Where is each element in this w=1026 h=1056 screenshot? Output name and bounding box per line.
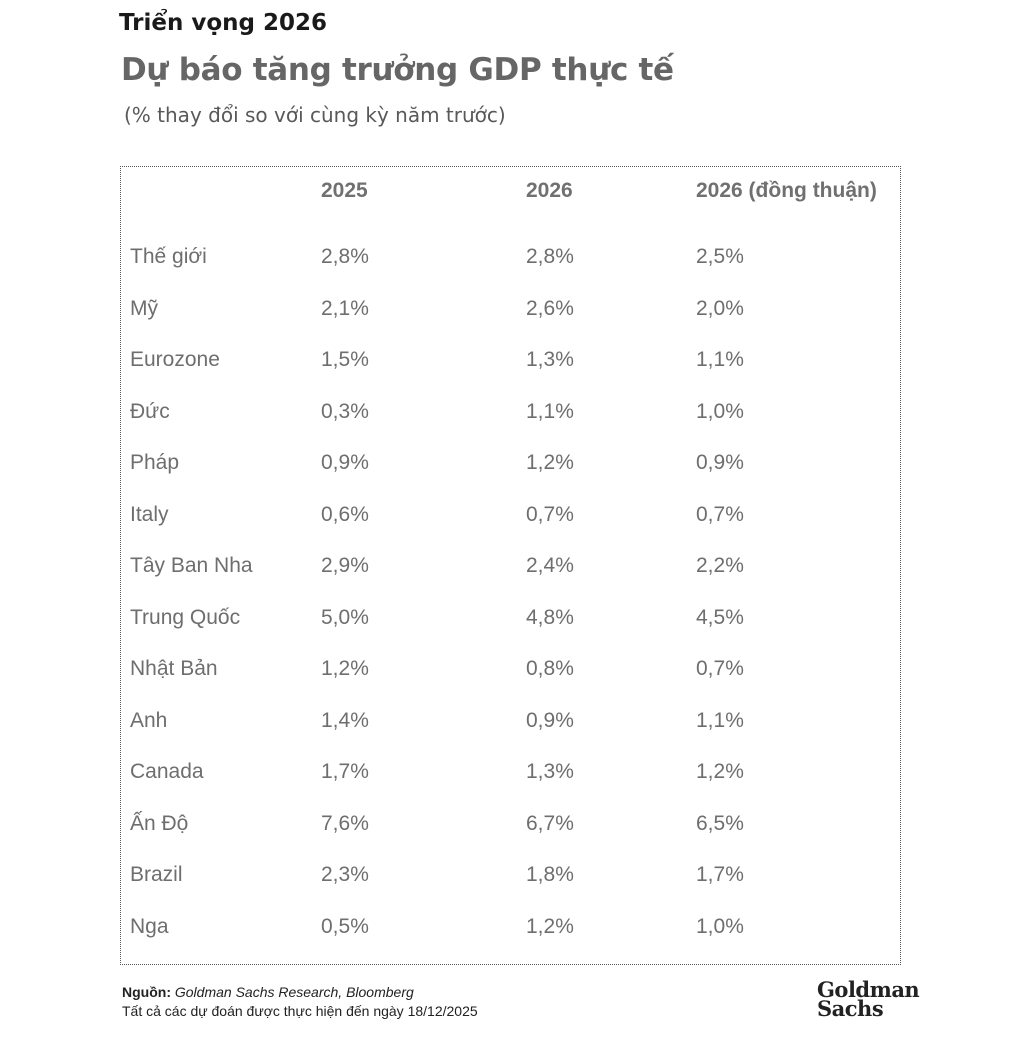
country-cell: Tây Ban Nha: [130, 554, 253, 577]
country-cell: Pháp: [130, 451, 180, 474]
value-2025-cell: 1,7%: [321, 760, 369, 783]
column-header-2026-consensus: 2026 (đồng thuận): [696, 179, 877, 202]
value-2026-cell: 0,8%: [526, 657, 574, 680]
value-2026-cell: 1,8%: [526, 863, 574, 886]
consensus-2026-cell: 1,0%: [696, 915, 744, 938]
table-row: Đức 0,3% 1,1% 1,0%: [0, 400, 1026, 440]
country-cell: Brazil: [130, 863, 183, 886]
value-2026-cell: 2,8%: [526, 245, 574, 268]
value-2025-cell: 2,3%: [321, 863, 369, 886]
value-2025-cell: 1,5%: [321, 348, 369, 371]
table-row: Italy 0,6% 0,7% 0,7%: [0, 503, 1026, 543]
consensus-2026-cell: 1,1%: [696, 709, 744, 732]
table-row: Pháp 0,9% 1,2% 0,9%: [0, 451, 1026, 491]
column-header-2026: 2026: [526, 179, 573, 202]
consensus-2026-cell: 2,2%: [696, 554, 744, 577]
value-2026-cell: 1,1%: [526, 400, 574, 423]
value-2025-cell: 0,3%: [321, 400, 369, 423]
country-cell: Eurozone: [130, 348, 220, 371]
kicker-title: Triển vọng 2026: [119, 10, 328, 36]
table-frame: [120, 166, 901, 965]
value-2025-cell: 0,9%: [321, 451, 369, 474]
country-cell: Mỹ: [130, 297, 158, 320]
consensus-2026-cell: 1,1%: [696, 348, 744, 371]
consensus-2026-cell: 0,7%: [696, 503, 744, 526]
value-2026-cell: 2,6%: [526, 297, 574, 320]
column-header-2025: 2025: [321, 179, 368, 202]
value-2025-cell: 2,8%: [321, 245, 369, 268]
value-2025-cell: 7,6%: [321, 812, 369, 835]
table-row: Ấn Độ 7,6% 6,7% 6,5%: [0, 812, 1026, 852]
source-text: Goldman Sachs Research, Bloomberg: [174, 984, 414, 1000]
table-row: Eurozone 1,5% 1,3% 1,1%: [0, 348, 1026, 388]
consensus-2026-cell: 1,2%: [696, 760, 744, 783]
value-2026-cell: 0,9%: [526, 709, 574, 732]
consensus-2026-cell: 2,0%: [696, 297, 744, 320]
consensus-2026-cell: 1,0%: [696, 400, 744, 423]
value-2025-cell: 1,4%: [321, 709, 369, 732]
logo-line-1: Goldman: [817, 977, 920, 1002]
value-2026-cell: 6,7%: [526, 812, 574, 835]
value-2025-cell: 0,6%: [321, 503, 369, 526]
consensus-2026-cell: 4,5%: [696, 606, 744, 629]
source-label: Nguồn:: [122, 984, 171, 1000]
country-cell: Đức: [130, 400, 170, 423]
page-subtitle: (% thay đổi so với cùng kỳ năm trước): [124, 103, 506, 127]
country-cell: Canada: [130, 760, 204, 783]
table-row: Trung Quốc 5,0% 4,8% 4,5%: [0, 606, 1026, 646]
consensus-2026-cell: 0,7%: [696, 657, 744, 680]
table-row: Brazil 2,3% 1,8% 1,7%: [0, 863, 1026, 903]
value-2026-cell: 1,2%: [526, 915, 574, 938]
value-2026-cell: 0,7%: [526, 503, 574, 526]
value-2025-cell: 5,0%: [321, 606, 369, 629]
table-row: Nga 0,5% 1,2% 1,0%: [0, 915, 1026, 955]
country-cell: Italy: [130, 503, 169, 526]
forecast-date-note: Tất cả các dự đoán được thực hiện đến ng…: [122, 1003, 478, 1019]
goldman-sachs-logo: Goldman Sachs: [817, 977, 920, 1021]
value-2025-cell: 0,5%: [321, 915, 369, 938]
table-row: Tây Ban Nha 2,9% 2,4% 2,2%: [0, 554, 1026, 594]
table-row: Thế giới 2,8% 2,8% 2,5%: [0, 245, 1026, 285]
table-row: Canada 1,7% 1,3% 1,2%: [0, 760, 1026, 800]
value-2026-cell: 4,8%: [526, 606, 574, 629]
source-line: Nguồn: Goldman Sachs Research, Bloomberg: [122, 984, 414, 1000]
value-2025-cell: 2,9%: [321, 554, 369, 577]
value-2026-cell: 1,3%: [526, 348, 574, 371]
country-cell: Anh: [130, 709, 168, 732]
value-2026-cell: 2,4%: [526, 554, 574, 577]
consensus-2026-cell: 2,5%: [696, 245, 744, 268]
consensus-2026-cell: 6,5%: [696, 812, 744, 835]
value-2026-cell: 1,2%: [526, 451, 574, 474]
table-row: Nhật Bản 1,2% 0,8% 0,7%: [0, 657, 1026, 697]
country-cell: Nga: [130, 915, 169, 938]
table-row: Mỹ 2,1% 2,6% 2,0%: [0, 297, 1026, 337]
value-2025-cell: 2,1%: [321, 297, 369, 320]
country-cell: Nhật Bản: [130, 657, 218, 680]
consensus-2026-cell: 1,7%: [696, 863, 744, 886]
logo-line-2: Sachs: [817, 996, 884, 1021]
consensus-2026-cell: 0,9%: [696, 451, 744, 474]
value-2025-cell: 1,2%: [321, 657, 369, 680]
country-cell: Trung Quốc: [130, 606, 241, 629]
country-cell: Ấn Độ: [130, 812, 189, 835]
value-2026-cell: 1,3%: [526, 760, 574, 783]
country-cell: Thế giới: [130, 245, 207, 268]
table-row: Anh 1,4% 0,9% 1,1%: [0, 709, 1026, 749]
page-title: Dự báo tăng trưởng GDP thực tế: [121, 52, 674, 88]
